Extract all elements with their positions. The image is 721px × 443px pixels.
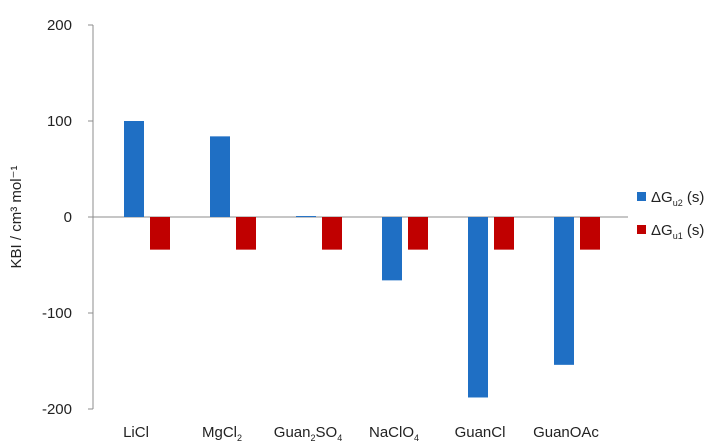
bar-u1-4 bbox=[494, 217, 514, 250]
y-tick-label: -100 bbox=[42, 305, 72, 322]
x-category-label: LiCl bbox=[123, 424, 149, 441]
bars bbox=[124, 121, 600, 398]
bar-u1-1 bbox=[236, 217, 256, 250]
bar-u2-3 bbox=[382, 217, 402, 281]
legend-swatch bbox=[637, 192, 646, 201]
y-tick-label: 0 bbox=[64, 209, 72, 226]
bar-u1-3 bbox=[408, 217, 428, 250]
x-category-label: Guan2SO4 bbox=[274, 424, 342, 443]
legend-swatch bbox=[637, 225, 646, 234]
legend-label: ΔGu2 (s) bbox=[651, 189, 704, 208]
y-tick-label: 200 bbox=[47, 17, 72, 34]
y-tick-label: -200 bbox=[42, 401, 72, 418]
x-category-label: MgCl2 bbox=[202, 424, 242, 443]
bar-u1-0 bbox=[150, 217, 170, 250]
legend-label: ΔGu1 (s) bbox=[651, 222, 704, 241]
labels: LiCl MgCl2 Guan2SO4 NaClO4 GuanCl GuanOAc KBI … bbox=[8, 166, 599, 443]
bar-u2-2 bbox=[296, 216, 316, 218]
x-category-label: GuanOAc bbox=[533, 424, 599, 441]
x-category-label: NaClO4 bbox=[369, 424, 419, 443]
bar-u2-1 bbox=[210, 136, 230, 217]
y-tick-label: 100 bbox=[47, 113, 72, 130]
bar-u2-0 bbox=[124, 121, 144, 217]
bar-u1-5 bbox=[580, 217, 600, 250]
axes: 200 100 0 -100 -200 bbox=[42, 17, 628, 418]
bar-u2-5 bbox=[554, 217, 574, 365]
bar-u1-2 bbox=[322, 217, 342, 250]
x-category-label: GuanCl bbox=[455, 424, 506, 441]
legend: ΔGu2 (s) ΔGu1 (s) bbox=[637, 189, 704, 241]
y-axis-title: KBI / cm³ mol⁻¹ bbox=[8, 166, 25, 269]
bar-u2-4 bbox=[468, 217, 488, 398]
